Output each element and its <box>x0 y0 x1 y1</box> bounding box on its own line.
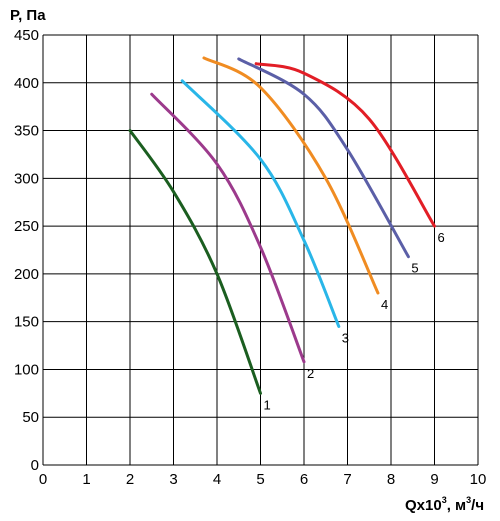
x-tick-label: 0 <box>39 471 47 488</box>
series-layer <box>128 56 436 395</box>
series-line-4 <box>202 56 380 295</box>
y-tick-labels: 0 50 100 150 200 250 300 350 400 450 <box>14 27 39 474</box>
y-tick-label: 300 <box>14 170 39 187</box>
grid <box>42 34 479 466</box>
x-tick-label: 3 <box>169 471 177 488</box>
curve-label-4: 4 <box>381 297 388 312</box>
y-tick-label: 450 <box>14 27 39 44</box>
x-axis-title-unit: , м <box>447 497 466 514</box>
y-axis-title: P, Па <box>10 7 46 24</box>
y-tick-label: 0 <box>31 457 39 474</box>
y-tick-label: 250 <box>14 218 39 235</box>
curve-labels: 1 2 3 4 5 6 <box>264 230 445 412</box>
x-axis-title-unit-suffix: /ч <box>471 497 484 514</box>
x-tick-label: 8 <box>387 471 395 488</box>
y-tick-label: 350 <box>14 123 39 140</box>
x-tick-label: 1 <box>82 471 90 488</box>
curve-label-6: 6 <box>438 230 445 245</box>
series-line-5 <box>237 57 410 259</box>
curve-label-2: 2 <box>307 366 314 381</box>
series-line-1 <box>128 129 262 395</box>
x-axis-title-unit-exponent: 3 <box>466 495 471 505</box>
curve-label-3: 3 <box>342 330 349 345</box>
x-tick-label: 2 <box>126 471 134 488</box>
x-tick-labels: 0 1 2 3 4 5 6 7 8 9 10 <box>39 471 487 488</box>
y-tick-label: 400 <box>14 75 39 92</box>
y-tick-label: 200 <box>14 266 39 283</box>
x-tick-label: 6 <box>300 471 308 488</box>
y-tick-label: 100 <box>14 361 39 378</box>
x-tick-label: 9 <box>430 471 438 488</box>
curve-label-5: 5 <box>411 261 418 276</box>
x-axis-title-base: Qx10 <box>405 497 442 514</box>
x-tick-label: 4 <box>213 471 221 488</box>
y-tick-label: 150 <box>14 314 39 331</box>
y-tick-label: 50 <box>22 409 39 426</box>
x-tick-label: 5 <box>256 471 264 488</box>
series-line-6 <box>254 62 436 228</box>
series-line-3 <box>180 79 341 328</box>
curve-label-1: 1 <box>264 397 271 412</box>
x-axis-title-exponent: 3 <box>442 495 447 505</box>
x-tick-label: 10 <box>470 471 487 488</box>
x-axis-title: Qx103, м3/ч <box>405 495 484 514</box>
series-line-2 <box>150 92 306 364</box>
x-tick-label: 7 <box>343 471 351 488</box>
